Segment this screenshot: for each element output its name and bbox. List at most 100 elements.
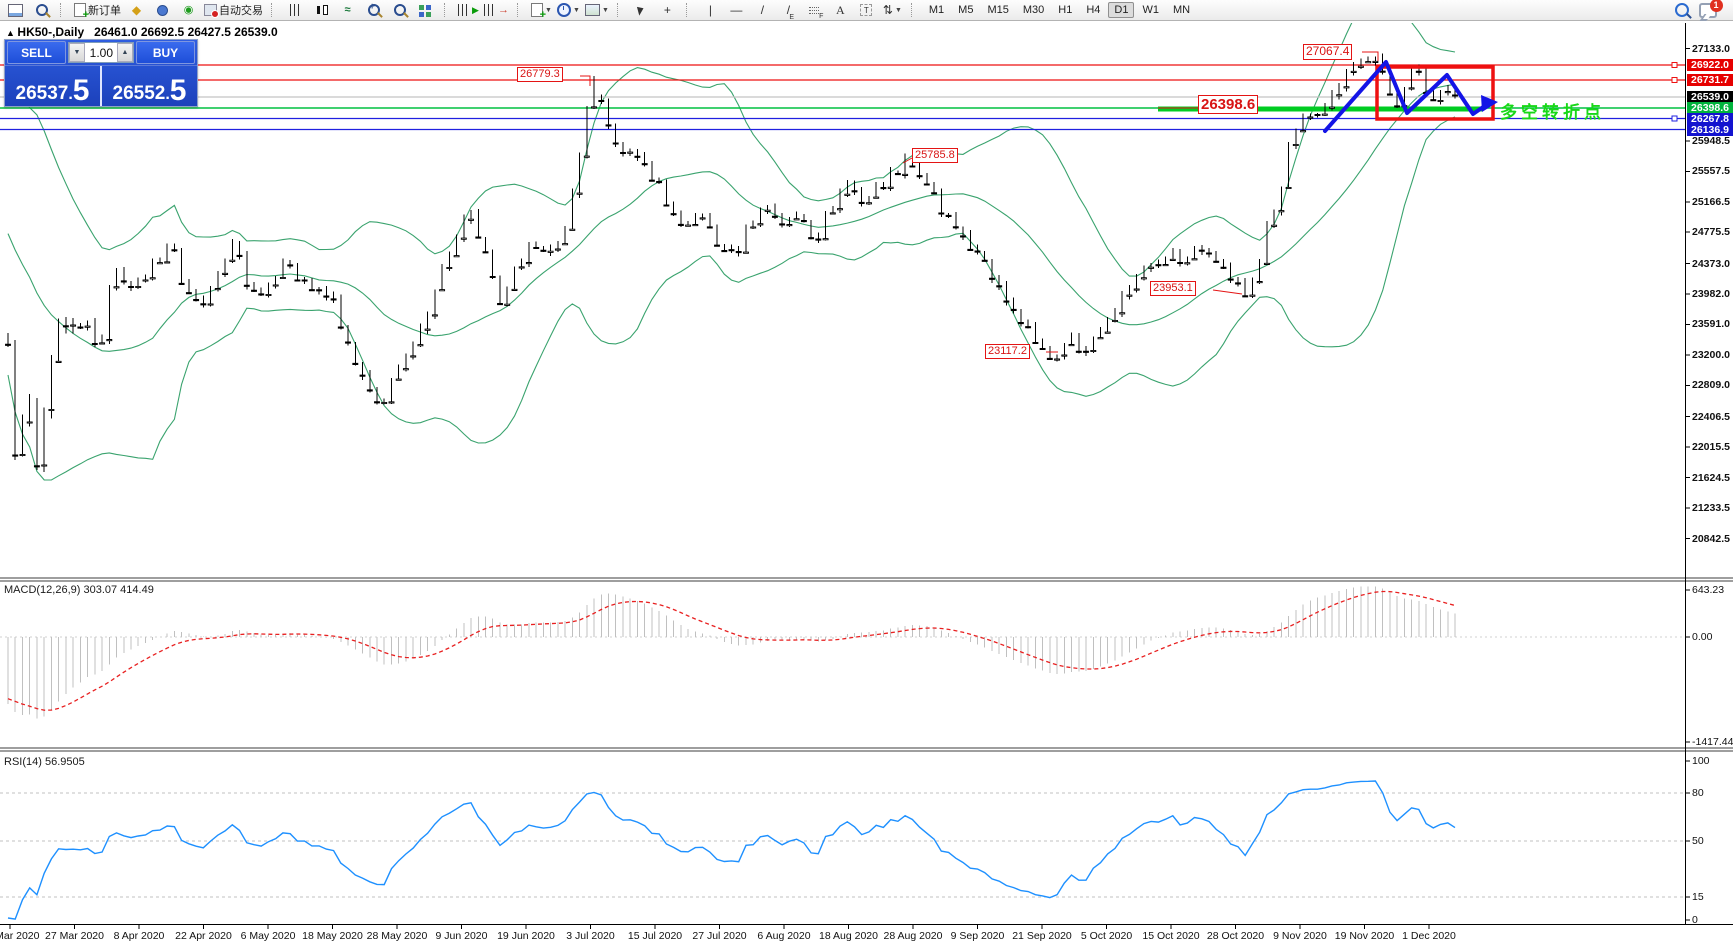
timeframe-button-M1[interactable]: M1	[928, 4, 945, 16]
tile-windows-icon	[419, 4, 424, 10]
chart-shift-button[interactable]: →	[482, 1, 511, 20]
line-chart-icon: ≈	[344, 4, 351, 16]
text-button[interactable]: A	[828, 1, 853, 20]
toolbar-grip	[444, 3, 451, 17]
channel-button[interactable]: / E	[776, 1, 801, 21]
chart-shift-chart-icon	[484, 4, 496, 16]
clock-icon	[557, 3, 571, 17]
timeframe-bar: M1 M5 M15 M30 H1 H4 D1 W1 MN	[923, 2, 1196, 18]
zoom-in-button[interactable]: +	[361, 1, 386, 20]
crosshair-icon: +	[663, 3, 671, 17]
chart-canvas[interactable]	[0, 21, 1733, 947]
timeframe-button-D1[interactable]: D1	[1108, 2, 1135, 18]
new-order-button[interactable]: 新订单	[72, 1, 123, 21]
new-order-label: 新订单	[88, 5, 121, 17]
chart-window[interactable]: HK50-,Daily 26461.0 26692.5 26427.5 2653…	[0, 21, 1733, 947]
bar-chart-button[interactable]	[283, 1, 308, 20]
periods-button[interactable]: ▼	[555, 1, 582, 20]
zoom-in-icon: +	[367, 1, 380, 16]
tile-windows-button[interactable]	[413, 1, 438, 20]
profiles-button[interactable]	[29, 1, 54, 20]
buy-price-dot: .	[165, 86, 170, 103]
toolbar-grip	[616, 3, 624, 17]
text-icon: A	[836, 2, 845, 17]
volume-increase-button[interactable]: ▲	[117, 43, 133, 62]
level-line-anchor-1	[1671, 77, 1678, 83]
metaeditor-button[interactable]	[150, 1, 175, 20]
buy-price[interactable]: 26552. 5	[100, 66, 197, 106]
zoom-out-button[interactable]: -	[387, 1, 412, 20]
timeframe-button-MN[interactable]: MN	[1172, 4, 1191, 16]
candlestick-bull-bodies	[19, 60, 1451, 467]
timeframe-button-W1[interactable]: W1	[1142, 4, 1159, 16]
buy-button[interactable]: BUY	[136, 41, 195, 64]
chevron-down-icon: ▼	[894, 6, 902, 14]
candlestick-bear-bodies	[5, 70, 1458, 468]
crosshair-button[interactable]: +	[655, 1, 680, 20]
buy-price-big-digit: 5	[169, 73, 187, 107]
autotrade-icon	[204, 4, 219, 18]
timeframe-button-H4[interactable]: H4	[1086, 4, 1101, 16]
chart-title: HK50-,Daily 26461.0 26692.5 26427.5 2653…	[6, 25, 278, 39]
signals-button[interactable]: ◉	[176, 1, 201, 20]
toolbar-grip	[60, 3, 67, 17]
rsi-title: RSI(14)	[4, 756, 42, 768]
blue-arrowhead	[1481, 95, 1498, 112]
vertical-line-icon: |	[708, 3, 712, 17]
symbol-period-label: HK50-,Daily	[6, 25, 84, 39]
annotation-text[interactable]: 多空转折点	[1500, 103, 1605, 122]
autotrade-label: 自动交易	[219, 5, 263, 17]
profiles-magnifier-icon	[35, 4, 48, 16]
templates-button[interactable]: ▼	[583, 1, 611, 20]
arrows-button[interactable]: ⇅ ▼	[880, 1, 905, 20]
timeframe-button-M5[interactable]: M5	[958, 4, 974, 16]
volume-decrease-button[interactable]: ▼	[69, 43, 85, 62]
chart-shift-icon: →	[498, 4, 509, 16]
volume-value[interactable]: 1.00	[89, 45, 113, 60]
chevron-down-icon: ▼	[573, 6, 580, 14]
toolbar-grip	[271, 3, 278, 17]
macd-histogram	[7, 586, 1456, 719]
timeframe-button-M15[interactable]: M15	[987, 4, 1009, 16]
macd-pane-label: MACD(12,26,9) 303.07 414.49	[4, 584, 154, 596]
notification-badge: 1	[1709, 0, 1723, 12]
indicators-button[interactable]: ▼	[529, 1, 554, 21]
trendline-icon: /	[760, 3, 765, 17]
sell-price[interactable]: 26537. 5	[5, 66, 100, 106]
auto-scroll-button[interactable]: ▶	[456, 1, 481, 20]
level-line-anchor-0	[1671, 62, 1678, 68]
candlestick-wicks	[7, 53, 1456, 472]
line-chart-button[interactable]: ≈	[335, 1, 360, 20]
template-icon	[584, 4, 600, 16]
cursor-button[interactable]	[629, 1, 654, 20]
zoom-out-icon: -	[393, 1, 406, 16]
person-icon	[157, 4, 168, 16]
macd-signal-line	[7, 590, 1456, 711]
vertical-line-button[interactable]: |	[698, 1, 723, 20]
timeframe-button-M30[interactable]: M30	[1022, 4, 1045, 16]
cursor-icon	[637, 4, 646, 16]
fibonacci-button[interactable]: F	[802, 1, 827, 20]
rsi-pane-label: RSI(14) 56.9505	[4, 756, 85, 768]
search-button[interactable]	[1669, 1, 1694, 20]
drawn-red-rectangle[interactable]	[1375, 65, 1495, 121]
candle-chart-button[interactable]	[309, 1, 334, 20]
auto-scroll-icon: ▶	[472, 4, 479, 15]
gold-diamond-icon: ◆	[131, 3, 142, 17]
horizontal-line-button[interactable]: —	[724, 1, 749, 20]
timeframe-button-H1[interactable]: H1	[1058, 4, 1073, 16]
bollinger-middle-band	[7, 83, 1456, 352]
sell-button[interactable]: SELL	[7, 41, 66, 64]
drawn-blue-zigzag-arrow[interactable]	[1323, 60, 1491, 133]
text-label-button[interactable]: T	[854, 1, 879, 20]
chat-button[interactable]: 1	[1695, 0, 1723, 20]
trendline-button[interactable]: /	[750, 1, 775, 20]
sell-price-dot: .	[68, 86, 73, 103]
new-chart-button[interactable]	[3, 1, 28, 20]
buy-price-int: 26552	[112, 83, 166, 104]
price-label-connector-3	[902, 157, 913, 164]
autotrade-button[interactable]: 自动交易	[202, 1, 265, 20]
market-button[interactable]: ◆	[124, 1, 149, 20]
fibonacci-icon: F	[809, 5, 823, 20]
